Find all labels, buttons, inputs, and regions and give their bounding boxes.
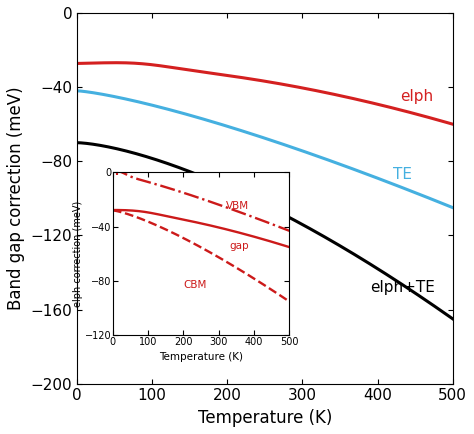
Text: TE: TE: [392, 167, 411, 182]
X-axis label: Temperature (K): Temperature (K): [198, 409, 332, 427]
Y-axis label: Band gap correction (meV): Band gap correction (meV): [7, 86, 25, 310]
Text: elph+TE: elph+TE: [370, 280, 435, 295]
Text: elph: elph: [400, 89, 433, 104]
